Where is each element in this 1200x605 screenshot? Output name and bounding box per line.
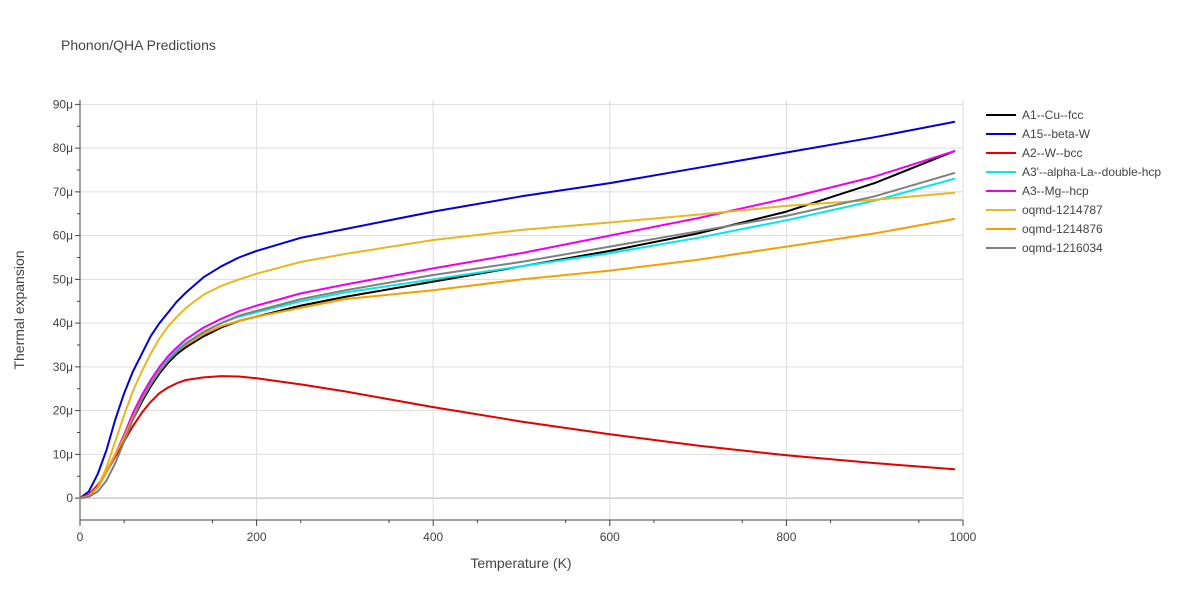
legend-label: A3'--alpha-La--double-hcp: [1022, 165, 1161, 179]
legend-item: A15--beta-W: [986, 127, 1091, 141]
series-layer: [79, 120, 956, 500]
x-tick-label: 600: [600, 530, 620, 544]
series-line-oqmd-1216034: [79, 172, 956, 500]
axis-layer: 0 200 400 600 800 1000 0 10μ 20μ 30μ 40μ 50μ 60μ 70μ 8…: [53, 97, 977, 544]
legend-item: oqmd-1214787: [986, 203, 1103, 217]
y-tick-label: 60μ: [53, 229, 73, 243]
legend-item: A3--Mg--hcp: [986, 184, 1089, 198]
y-tick-label: 80μ: [53, 141, 73, 155]
legend-item: A3'--alpha-La--double-hcp: [986, 165, 1161, 179]
series-line-oqmd-1214876: [79, 218, 956, 500]
y-tick-label: 50μ: [53, 272, 73, 286]
legend-label: oqmd-1214787: [1022, 203, 1103, 217]
series-line-a2-w-bcc: [79, 375, 956, 500]
legend-item: A1--Cu--fcc: [986, 108, 1083, 122]
x-axis-label: Temperature (K): [470, 555, 571, 571]
legend-label: A1--Cu--fcc: [1022, 108, 1083, 122]
y-tick-label: 30μ: [53, 360, 73, 374]
legend-label: oqmd-1216034: [1022, 241, 1103, 255]
legend-item: oqmd-1216034: [986, 241, 1103, 255]
x-tick-label: 800: [776, 530, 796, 544]
series-line-a15-beta-w: [79, 120, 956, 500]
legend-label: A3--Mg--hcp: [1022, 184, 1089, 198]
y-tick-label: 70μ: [53, 185, 73, 199]
legend: A1--Cu--fcc A15--beta-W A2--W--bcc A3'--alp…: [986, 108, 1161, 255]
x-tick-label: 1000: [950, 530, 977, 544]
chart-title: Phonon/QHA Predictions: [61, 37, 216, 53]
y-tick-label: 40μ: [53, 316, 73, 330]
y-tick-label: 10μ: [53, 447, 73, 461]
x-tick-label: 200: [247, 530, 267, 544]
legend-label: oqmd-1214876: [1022, 222, 1103, 236]
x-tick-label: 0: [77, 530, 84, 544]
series-line-oqmd-1214787: [79, 191, 956, 500]
y-tick-label: 20μ: [53, 404, 73, 418]
legend-item: oqmd-1214876: [986, 222, 1103, 236]
y-tick-label: 0: [66, 491, 73, 505]
y-tick-label: 90μ: [53, 97, 73, 111]
y-axis-label: Thermal expansion: [11, 250, 27, 369]
legend-label: A15--beta-W: [1022, 127, 1091, 141]
x-tick-label: 400: [423, 530, 443, 544]
legend-item: A2--W--bcc: [986, 146, 1082, 160]
legend-label: A2--W--bcc: [1022, 146, 1082, 160]
